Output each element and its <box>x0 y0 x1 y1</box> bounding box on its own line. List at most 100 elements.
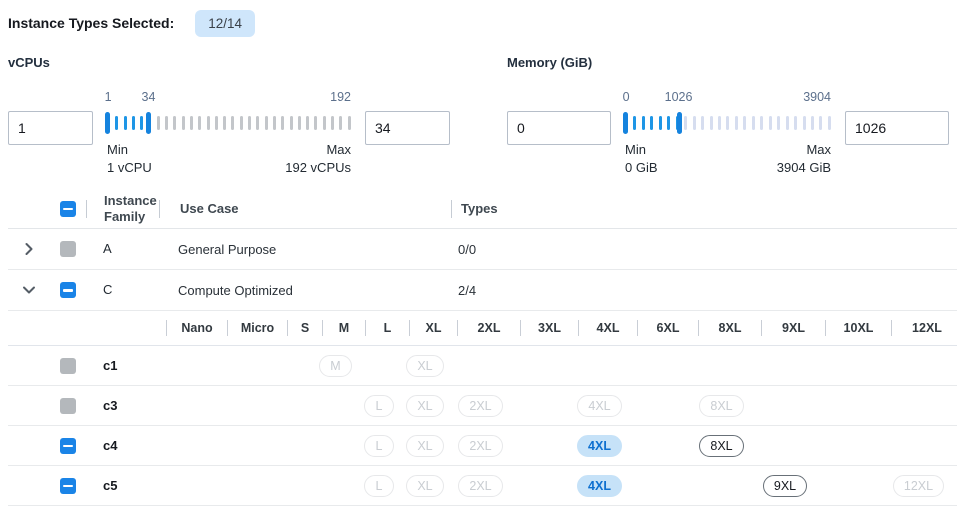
slider-tick <box>256 116 260 130</box>
size-column-xl: XL <box>425 321 442 335</box>
vcpus-slider-end-label: 192 <box>330 90 351 104</box>
type-checkbox-c4[interactable] <box>60 437 76 454</box>
slider-tick <box>272 116 276 130</box>
selection-summary: Instance Types Selected: 12/14 <box>8 8 957 38</box>
column-separator <box>891 320 892 336</box>
slider-tick <box>231 116 235 130</box>
memory-max-input[interactable] <box>845 111 949 145</box>
instance-type-row-c3: c3 L XL 2XL 4XL 8XL <box>8 386 957 426</box>
size-column-6xl: 6XL <box>656 321 680 335</box>
selection-summary-label: Instance Types Selected: <box>8 15 175 31</box>
memory-max-detail: 3904 GiB <box>776 160 831 175</box>
vcpus-min-detail: 1 vCPU <box>107 160 152 175</box>
size-pill-9xl[interactable]: 9XL <box>762 474 808 497</box>
memory-slider-end-label: 3904 <box>803 90 831 104</box>
vcpus-max-caption: Max 192 vCPUs <box>285 141 351 177</box>
vcpus-max-input[interactable] <box>365 111 450 145</box>
size-column-micro: Micro <box>240 321 275 335</box>
family-name: C <box>103 282 113 297</box>
slider-tick <box>331 116 335 130</box>
slider-handle-min[interactable] <box>623 112 628 134</box>
memory-slider-labels: 0 1026 3904 <box>622 90 831 110</box>
slider-tick <box>717 116 721 130</box>
column-separator <box>227 320 228 336</box>
memory-label: Memory (GiB) <box>507 55 593 70</box>
slider-tick <box>347 116 351 130</box>
size-pill-l: L <box>364 474 394 497</box>
slider-tick <box>264 116 268 130</box>
column-separator <box>287 320 288 336</box>
vcpus-slider-start-label: 1 <box>104 90 112 104</box>
memory-min-detail: 0 GiB <box>625 160 658 175</box>
column-separator <box>698 320 699 336</box>
column-separator <box>578 320 579 336</box>
column-separator <box>322 320 323 336</box>
size-pill-4xl[interactable]: 4XL <box>577 474 622 497</box>
slider-tick <box>802 116 806 130</box>
memory-max-caption: Max 3904 GiB <box>777 141 831 177</box>
size-pill-2xl: 2XL <box>458 434 503 457</box>
column-separator <box>409 320 410 336</box>
vcpus-slider-labels: 1 34 192 <box>104 90 351 110</box>
vcpus-min-input[interactable] <box>8 111 93 145</box>
vcpus-slider[interactable]: 1 34 192 Min 1 vCPU Max 192 vCPUs <box>104 90 351 177</box>
type-checkbox-c5[interactable] <box>60 477 76 494</box>
slider-tick <box>281 116 285 130</box>
slider-handle-max[interactable] <box>676 112 682 134</box>
slider-tick <box>760 116 764 130</box>
types-count: 2/4 <box>458 282 477 298</box>
type-checkbox-c3 <box>60 397 76 414</box>
slider-tick <box>810 116 814 130</box>
slider-tick <box>751 116 755 130</box>
slider-tick <box>650 116 654 130</box>
size-pill-12xl: 12XL <box>892 474 945 497</box>
memory-slider[interactable]: 0 1026 3904 Min 0 GiB Max 3904 GiB <box>622 90 831 177</box>
column-separator <box>761 320 762 336</box>
column-separator <box>457 320 458 336</box>
size-pill-4xl: 4XL <box>577 394 622 417</box>
types-count: 0/0 <box>458 241 477 257</box>
size-pill-xl: XL <box>406 394 444 417</box>
filters: vCPUs 1 34 192 Min 1 vCPU <box>8 55 957 177</box>
size-pill-8xl[interactable]: 8XL <box>699 434 744 457</box>
family-column-header: Instance Family <box>104 192 157 224</box>
slider-handle-max[interactable] <box>146 112 152 134</box>
size-pill-4xl[interactable]: 4XL <box>577 434 622 457</box>
collapse-row-button[interactable] <box>8 282 50 298</box>
memory-slider-track[interactable] <box>623 110 831 136</box>
use-case-value: General Purpose <box>178 241 277 257</box>
vcpus-max-word: Max <box>326 142 351 157</box>
slider-tick <box>701 116 705 130</box>
use-case-value: Compute Optimized <box>178 282 293 298</box>
slider-tick <box>785 116 789 130</box>
vcpus-slider-track[interactable] <box>105 110 351 136</box>
size-pill-xl: XL <box>406 474 444 497</box>
slider-tick <box>214 116 218 130</box>
vcpus-filter: vCPUs 1 34 192 Min 1 vCPU <box>8 55 450 177</box>
column-separator <box>159 199 160 218</box>
slider-tick <box>223 116 227 130</box>
family-checkbox-c[interactable] <box>60 282 76 298</box>
memory-filter: Memory (GiB) 0 1026 3904 Min 0 GiB <box>507 55 949 177</box>
size-column-9xl: 9XL <box>782 321 805 335</box>
memory-max-word: Max <box>806 142 831 157</box>
slider-tick <box>131 116 135 130</box>
memory-min-input[interactable] <box>507 111 611 145</box>
use-case-column-header: Use Case <box>180 201 239 216</box>
memory-slider-start-label: 0 <box>622 90 630 104</box>
slider-tick <box>189 116 193 130</box>
chevron-down-icon <box>23 286 35 294</box>
memory-min-caption: Min 0 GiB <box>625 141 658 177</box>
expand-row-button[interactable] <box>8 241 50 257</box>
select-all-checkbox[interactable] <box>60 200 76 217</box>
slider-tick <box>339 116 343 130</box>
slider-handle-min[interactable] <box>105 112 110 134</box>
family-checkbox-a <box>60 241 76 257</box>
column-separator <box>365 320 366 336</box>
types-column-header: Types <box>461 201 498 216</box>
instance-type-name: c4 <box>103 438 118 453</box>
chevron-right-icon <box>25 243 33 255</box>
instance-type-row-c4: c4 L XL 2XL 4XL 8XL <box>8 426 957 466</box>
size-column-s: S <box>300 321 310 335</box>
